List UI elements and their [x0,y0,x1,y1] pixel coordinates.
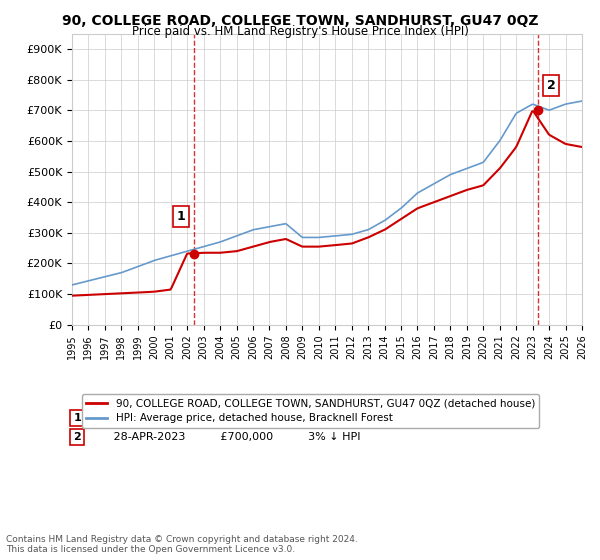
Text: 28-APR-2023          £700,000          3% ↓ HPI: 28-APR-2023 £700,000 3% ↓ HPI [103,432,360,442]
Text: 1: 1 [73,413,81,423]
Text: 2: 2 [73,432,81,442]
Text: Price paid vs. HM Land Registry's House Price Index (HPI): Price paid vs. HM Land Registry's House … [131,25,469,38]
Text: 90, COLLEGE ROAD, COLLEGE TOWN, SANDHURST, GU47 0QZ: 90, COLLEGE ROAD, COLLEGE TOWN, SANDHURS… [62,14,538,28]
Text: 1: 1 [177,210,185,223]
Text: 2: 2 [547,79,556,92]
Text: 07-JUN-2002          £232,500          24% ↓ HPI: 07-JUN-2002 £232,500 24% ↓ HPI [103,413,367,423]
Legend: 90, COLLEGE ROAD, COLLEGE TOWN, SANDHURST, GU47 0QZ (detached house), HPI: Avera: 90, COLLEGE ROAD, COLLEGE TOWN, SANDHURS… [82,394,539,428]
Text: Contains HM Land Registry data © Crown copyright and database right 2024.
This d: Contains HM Land Registry data © Crown c… [6,535,358,554]
